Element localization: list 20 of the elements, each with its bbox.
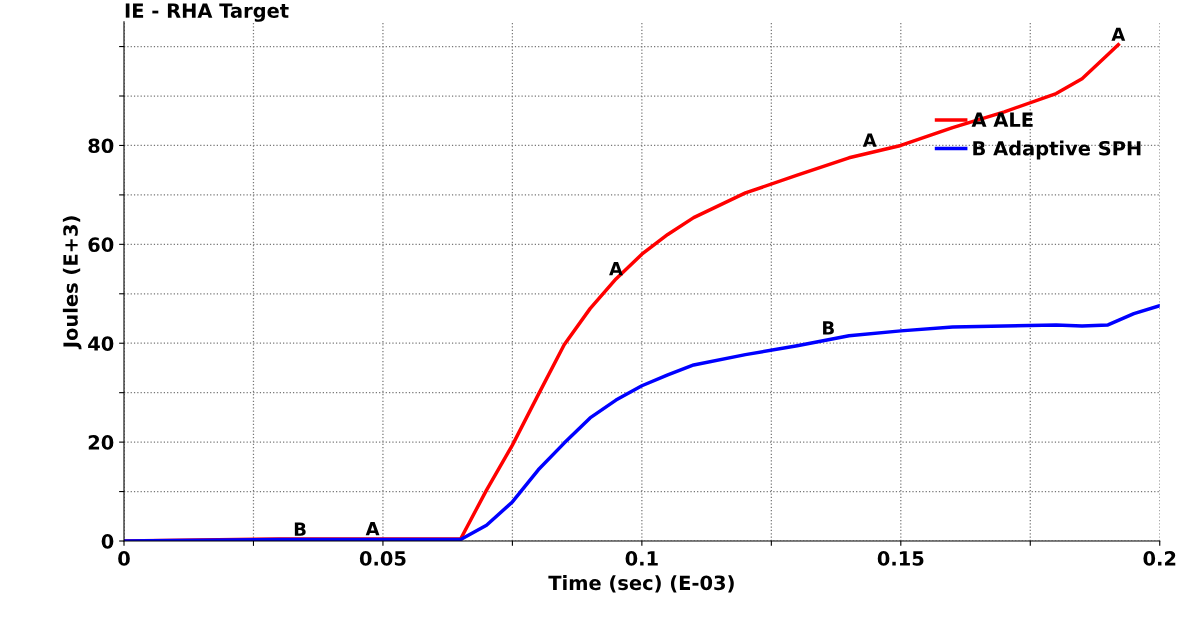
annotation: A [862,133,877,147]
y-tick-label: 20 [88,435,114,450]
y-tick-label: 0 [101,533,114,549]
annotation: A [365,522,380,536]
y-tick-label: 40 [88,336,114,351]
x-tick-label: 0.05 [359,551,406,566]
y-axis-title: Joules (E+3) [62,216,82,350]
legend-label: B Adaptive SPH [973,140,1141,160]
chart-title: IE - RHA Target [125,3,289,22]
x-tick-label: 0.1 [625,551,658,566]
y-tick-label: 60 [88,237,114,252]
annotation: A [1111,27,1126,41]
x-tick-label: 0 [118,551,130,566]
annotation: A [609,262,623,276]
annotation: B [823,321,834,335]
x-tick-label: 0.15 [877,551,924,566]
x-tick-label: 0.2 [1143,551,1176,566]
annotation: B [294,522,306,536]
x-axis-title: Time (sec) (E-03) [548,575,734,593]
y-tick-label: 80 [88,138,114,154]
